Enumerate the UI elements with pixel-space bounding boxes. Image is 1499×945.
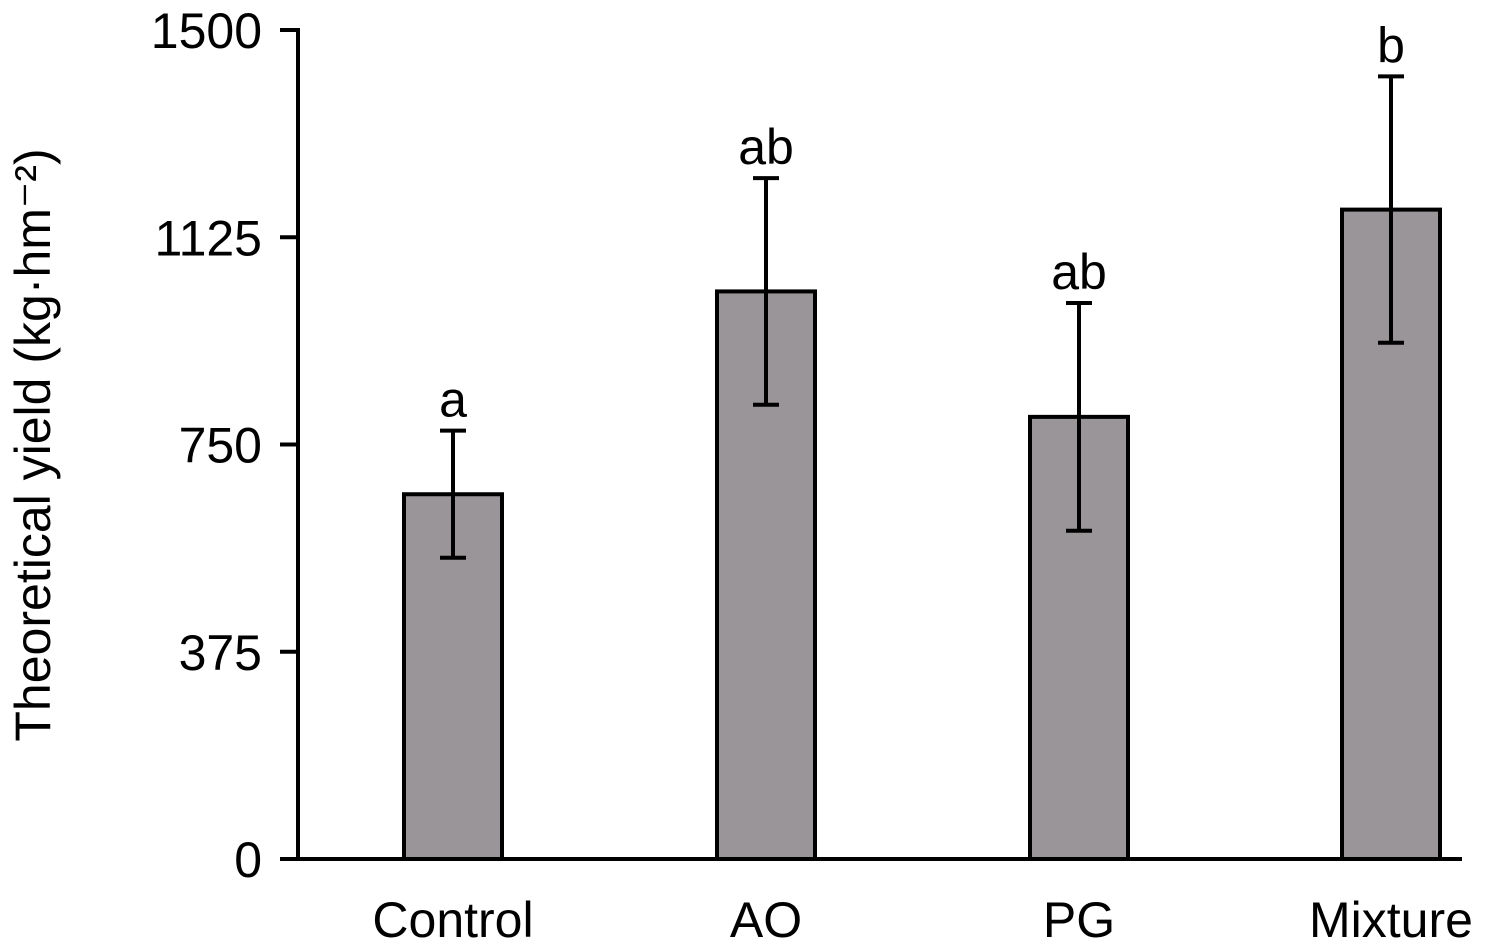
significance-label: ab: [738, 119, 794, 175]
y-tick-label: 1500: [151, 3, 262, 59]
y-axis-label: Theoretical yield (kg·hm⁻²): [5, 148, 61, 741]
x-tick-label: AO: [730, 892, 802, 945]
y-tick-label: 750: [179, 418, 262, 474]
significance-label: b: [1377, 17, 1405, 73]
y-tick-label: 375: [179, 625, 262, 681]
y-tick-label: 0: [234, 832, 262, 888]
x-tick-label: Control: [372, 892, 533, 945]
significance-label: a: [439, 372, 467, 428]
x-tick-label: PG: [1043, 892, 1115, 945]
significance-label: ab: [1051, 244, 1107, 300]
y-tick-label: 1125: [154, 210, 262, 266]
x-labels-group: Control AO PG Mixture: [372, 892, 1473, 945]
y-ticks-group: 0 375 750 1125 1500: [151, 3, 298, 888]
bars-group: a ab ab b: [402, 17, 1442, 862]
x-tick-label: Mixture: [1309, 892, 1473, 945]
